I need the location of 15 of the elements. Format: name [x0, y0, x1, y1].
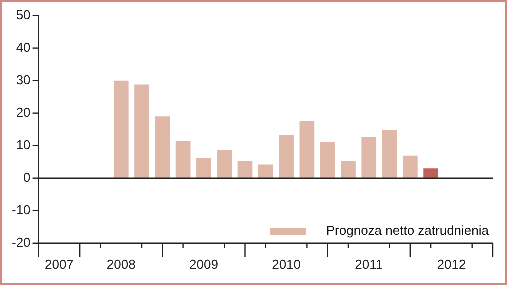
y-tick-label: 10 — [16, 137, 31, 152]
x-tick-label: 2012 — [437, 256, 466, 272]
y-tick-label: 50 — [16, 7, 31, 22]
y-tick-label: 40 — [16, 40, 31, 55]
x-tick-label: 2007 — [44, 256, 74, 272]
legend-label: Prognoza netto zatrudnienia — [326, 222, 490, 238]
x-tick-label: 2011 — [355, 256, 384, 272]
x-tick-label: 2009 — [189, 256, 218, 272]
y-tick-label: 0 — [24, 170, 31, 185]
x-tick-label: 2008 — [106, 256, 136, 272]
y-tick-label: 20 — [16, 104, 31, 120]
y-tick-label: -20 — [12, 234, 31, 250]
x-tick-label: 2010 — [272, 256, 301, 272]
y-tick-label: -10 — [12, 202, 31, 218]
y-tick-label: 30 — [16, 72, 31, 88]
